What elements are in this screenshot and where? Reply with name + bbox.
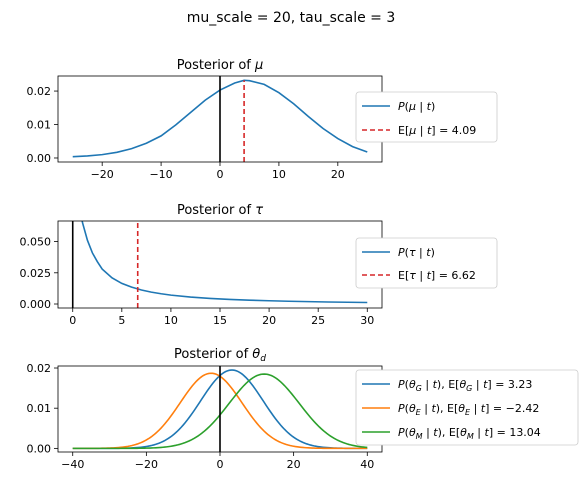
x-tick-label: 30 — [360, 314, 374, 327]
panel-tau: Posterior of τ 0 5 10 15 20 25 30 0.000 0.025 0.0… — [20, 203, 498, 327]
y-tick-label: 0.02 — [27, 85, 52, 98]
plot-area — [71, 221, 368, 308]
x-tick-label: 5 — [118, 314, 125, 327]
panel-theta-legend: P(θG | t), E[θG | t] = 3.23 P(θE | t), E… — [355, 369, 579, 446]
x-tick-label: 0 — [217, 458, 224, 471]
panel-theta: Posterior of θd −40 −20 0 20 400.000.010.02 … — [27, 347, 579, 471]
y-tick-label: 0.01 — [27, 402, 52, 415]
legend-box — [355, 369, 579, 446]
series-line-0 — [72, 79, 368, 158]
series-line-0 — [81, 221, 368, 304]
panel-mu-axes: −20 −10 0 10 20 0.00 0.01 0.02 — [27, 85, 345, 181]
y-tick-label: 0.025 — [20, 267, 52, 280]
x-tick-label: −40 — [61, 458, 84, 471]
panel-tau-title: Posterior of τ — [177, 203, 263, 218]
x-tick-label: 20 — [331, 168, 345, 181]
y-tick-label: 0.000 — [20, 298, 52, 311]
x-tick-label: 10 — [164, 314, 178, 327]
legend-label-mu-mean: E[μ | t] = 4.09 — [398, 124, 476, 137]
y-tick-label: 0.050 — [20, 236, 52, 249]
x-tick-label: 10 — [272, 168, 286, 181]
y-tick-label: 0.02 — [27, 362, 52, 375]
panel-theta-title: Posterior of θd — [174, 347, 266, 364]
plot-area — [72, 366, 368, 452]
legend-label-theta-g: P(θG | t), E[θG | t] = 3.23 — [398, 378, 532, 393]
x-tick-label: 0 — [217, 168, 224, 181]
x-tick-label: 25 — [311, 314, 325, 327]
x-tick-label: −20 — [135, 458, 158, 471]
panel-mu-marks — [72, 76, 368, 162]
legend-label-tau-mean: E[τ | t] = 6.62 — [398, 269, 476, 282]
legend-label-theta-e: P(θE | t), E[θE | t] = −2.42 — [398, 402, 539, 417]
x-tick-label: −20 — [91, 168, 114, 181]
legend-label-tau-posterior: P(τ | t) — [398, 246, 435, 259]
panel-tau-frame — [57, 220, 383, 309]
legend-label-theta-m: P(θM | t), E[θM | t] = 13.04 — [398, 426, 541, 441]
y-tick-label: 0.00 — [27, 152, 52, 165]
x-tick-label: 0 — [69, 314, 76, 327]
x-tick-label: 20 — [262, 314, 276, 327]
panel-tau-marks — [71, 221, 368, 308]
x-tick-label: 15 — [213, 314, 227, 327]
legend-label-mu-posterior: P(μ | t) — [398, 100, 435, 113]
legend-box — [355, 91, 498, 143]
legend-box — [355, 237, 498, 289]
panel-tau-axes: 0 5 10 15 20 25 30 0.000 0.025 0.050 — [20, 236, 375, 327]
panel-mu-legend: P(μ | t) E[μ | t] = 4.09 — [355, 91, 498, 143]
x-tick-label: −10 — [149, 168, 172, 181]
panel-tau-legend: P(τ | t) E[τ | t] = 6.62 — [355, 237, 498, 289]
y-tick-label: 0.00 — [27, 442, 52, 455]
panel-theta-marks — [72, 366, 368, 452]
panel-theta-axes: −40 −20 0 20 40 0.00 0.01 0.02 — [27, 362, 375, 471]
figure-suptitle: mu_scale = 20, tau_scale = 3 — [187, 10, 395, 26]
x-tick-label: 20 — [287, 458, 301, 471]
panel-mu-title: Posterior of μ — [177, 58, 264, 73]
y-tick-label: 0.01 — [27, 119, 52, 132]
x-tick-label: 40 — [360, 458, 374, 471]
panel-mu: Posterior of μ −20 −10 0 10 20 0.00 0.01 0.02 P… — [27, 58, 498, 181]
plot-area — [72, 76, 368, 162]
